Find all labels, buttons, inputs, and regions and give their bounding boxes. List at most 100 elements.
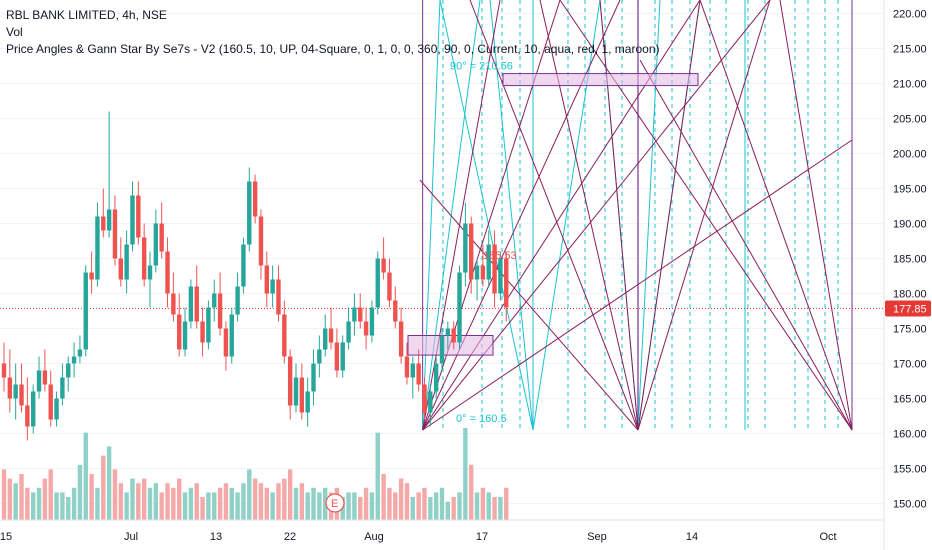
candle-body [498,258,503,294]
gann-converge-angle [779,0,853,431]
candle-body [311,363,316,392]
candle-body [247,181,252,245]
candle-body [25,405,30,427]
last-price-value: 177.85 [893,304,927,316]
price-tick-label: 170.00 [893,359,927,371]
candle-body [141,237,147,280]
candle-body [317,349,322,364]
volume-bar [486,492,491,520]
volume-bar [457,492,462,520]
volume-bar [36,487,42,520]
price-axis[interactable]: 150.00 155.00 160.00 165.00 170.00 175.00 180.… [883,0,932,550]
candle-body [381,258,386,273]
candle-body [212,293,217,308]
candle-body [323,328,328,350]
candle-body [299,377,305,413]
candle-body [305,391,310,413]
gann-fan-angle [422,0,621,431]
candle-body [71,356,77,364]
volume-bar [19,474,24,520]
time-axis[interactable]: 15 Jul 13 22 Aug 17 Sep 14 Oct [0,519,884,543]
price-tick-label: 165.00 [893,394,927,406]
candle-body [229,314,234,357]
candle-body [177,314,182,350]
gann-overlay [0,0,884,431]
volume-legend[interactable]: Vol [6,25,23,39]
candle-body [223,328,229,357]
candle-body [77,349,83,357]
volume-bar [422,487,427,520]
last-price-tag [885,300,931,317]
price-tick-label: 200.00 [893,149,927,161]
candle-body [474,265,480,280]
indicator-legend[interactable]: Price Angles & Gann Star By Se7s - V2 (1… [6,42,660,56]
volume-bar [433,492,439,520]
volume-bar [141,478,147,520]
volume-bar [258,483,264,520]
volume-bar [130,478,135,520]
candle-body [410,363,415,378]
candle-body [358,307,363,322]
candle-body [334,342,340,371]
gann-converge-angle [469,0,639,431]
symbol-title[interactable]: RBL BANK LIMITED, 4h, NSE [6,8,167,22]
earnings-icon[interactable] [325,493,345,513]
price-tick-label: 190.00 [893,219,927,231]
candle-body [130,195,135,245]
time-tick-label: Sep [587,531,607,543]
volume-bar [393,492,398,520]
time-tick-label: 22 [284,531,296,543]
volume-bar [439,487,445,520]
gann-aqua-angle [422,0,441,431]
volume-bar [136,483,141,520]
volume-bar [77,464,83,520]
time-tick-label: 15 [0,531,12,543]
time-tick-label: 17 [476,531,488,543]
volume-bar [118,483,123,520]
gann-converge-angle [637,0,701,431]
volume-bar [416,492,421,520]
candle-body [118,258,123,280]
price-tick-label: 220.00 [893,9,927,21]
volume-bar [398,478,404,520]
volume-bar [124,492,129,520]
candle-body [13,384,18,399]
volume-bar [410,497,415,520]
gann-entry-box [407,335,494,356]
gann-aqua-angle [422,0,481,431]
candle-body [328,328,334,343]
candle-body [293,377,299,406]
volume-bar [7,478,13,520]
volume-bar [188,487,194,520]
gann-90-box [502,73,699,87]
candle-body [439,335,445,364]
gann-fan-angle [422,0,771,431]
candle-body [433,363,439,392]
candle-body [200,321,205,343]
price-axis-panel [884,0,932,550]
volume-bar [60,492,65,520]
volume-bar [387,487,392,520]
gann-fan-angle [422,0,561,431]
candle-body [95,216,100,280]
candle-body [241,244,246,287]
candle-body [217,293,223,329]
volume-bar [106,446,112,520]
chart-grid [0,13,884,504]
volume-bar [71,487,77,520]
gann-0-label: 0° = 160.5 [456,413,507,425]
gann-converge-angle [539,0,639,431]
volume-bar [305,492,310,520]
volume-bar [504,487,509,520]
gann-converge-angle [559,0,853,431]
candle-body [124,244,129,280]
candle-body [486,244,491,280]
price-tick-label: 150.00 [893,499,927,511]
volume-bar [147,487,153,520]
time-tick-label: Aug [364,531,384,543]
volume-bar [358,497,363,520]
candle-body [352,307,357,322]
volume-bar [101,455,106,520]
candle-body [270,279,275,294]
